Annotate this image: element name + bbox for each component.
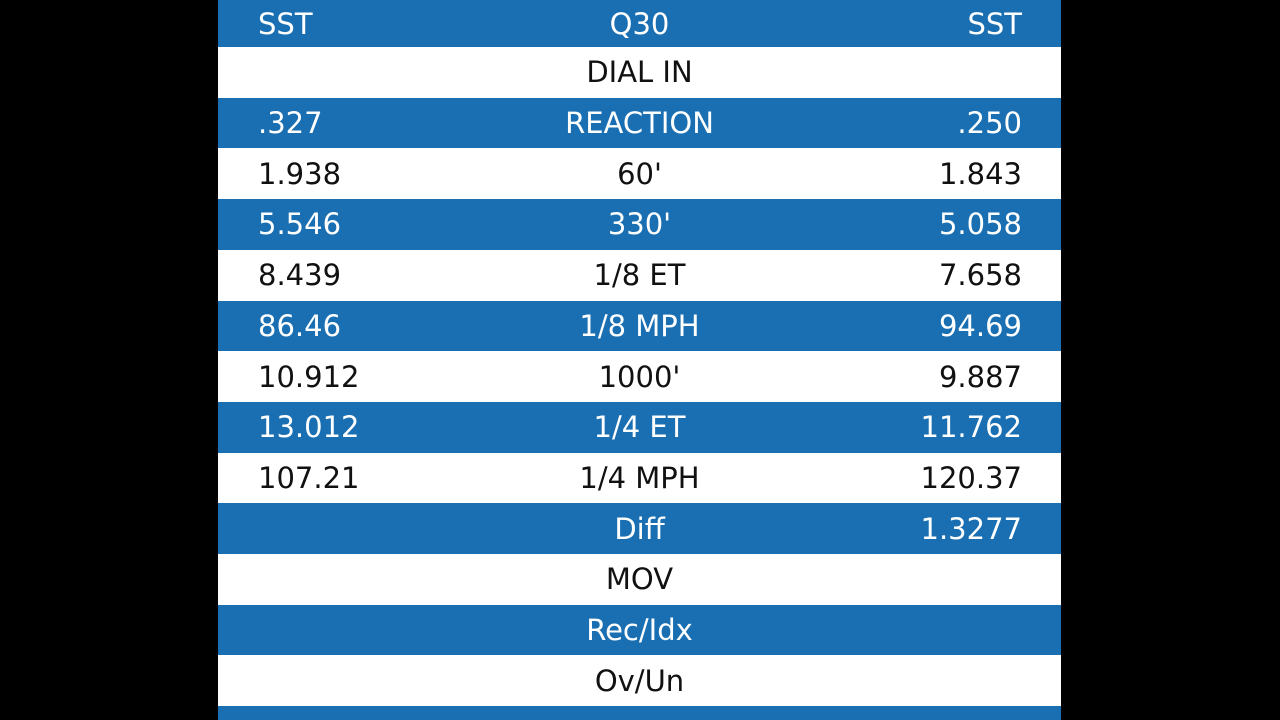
table-row: 8.439 1/8 ET 7.658 [218, 249, 1061, 301]
table-row: 1.938 60' 1.843 [218, 148, 1061, 200]
partial-row [218, 706, 1061, 720]
row-value: 8.439 [258, 258, 342, 293]
row-value: 5.546 [258, 207, 342, 242]
row-label: 1000' [598, 359, 681, 394]
row-value: 86.46 [258, 308, 342, 343]
row-label: 1/8 MPH [579, 308, 700, 343]
row-value: 1.938 [258, 156, 342, 191]
row-value: 10.912 [258, 359, 360, 394]
row-label: DIAL IN [586, 55, 693, 90]
row-value: 5.058 [938, 207, 1022, 242]
row-value: SST [967, 6, 1022, 41]
row-value: 13.012 [258, 410, 360, 445]
table-row: 5.546 330' 5.058 [218, 199, 1061, 250]
row-value: 7.658 [938, 258, 1022, 293]
table-row: 10.912 1000' 9.887 [218, 351, 1061, 402]
row-value: 120.37 [920, 460, 1022, 495]
row-value: 94.69 [938, 308, 1022, 343]
table-row: 13.012 1/4 ET 11.762 [218, 401, 1061, 453]
row-value: 107.21 [258, 460, 360, 495]
table-row: Rec/Idx [218, 604, 1061, 656]
row-label: REACTION [565, 106, 714, 141]
table-row: Ov/Un [218, 655, 1061, 707]
row-value: .250 [957, 106, 1022, 141]
table-row: DIAL IN [218, 47, 1061, 98]
row-label: 1/4 ET [593, 410, 686, 445]
row-label: 60' [617, 156, 662, 191]
row-label: 1/4 MPH [579, 460, 700, 495]
table-row: 107.21 1/4 MPH 120.37 [218, 452, 1061, 504]
row-value: 9.887 [938, 359, 1022, 394]
row-label: Rec/Idx [586, 613, 693, 648]
row-value: 1.3277 [920, 511, 1022, 546]
row-label: MOV [605, 562, 674, 597]
timeslip-table: SST Q30 SST DIAL IN .327 REACTION .250 1.938 60'… [218, 0, 1061, 720]
row-value: SST [258, 6, 313, 41]
row-label: 330' [607, 207, 672, 242]
row-label: 1/8 ET [593, 258, 686, 293]
table-row: MOV [218, 554, 1061, 605]
table-row: Diff 1.3277 [218, 503, 1061, 554]
row-value: 1.843 [938, 156, 1022, 191]
row-label: Diff [614, 511, 665, 546]
row-value: .327 [258, 106, 323, 141]
row-label: Q30 [609, 6, 670, 41]
row-value: 11.762 [920, 410, 1022, 445]
row-label: Ov/Un [594, 663, 685, 698]
table-row: SST Q30 SST [218, 0, 1061, 47]
table-row: .327 REACTION .250 [218, 97, 1061, 149]
table-row: 86.46 1/8 MPH 94.69 [218, 300, 1061, 352]
